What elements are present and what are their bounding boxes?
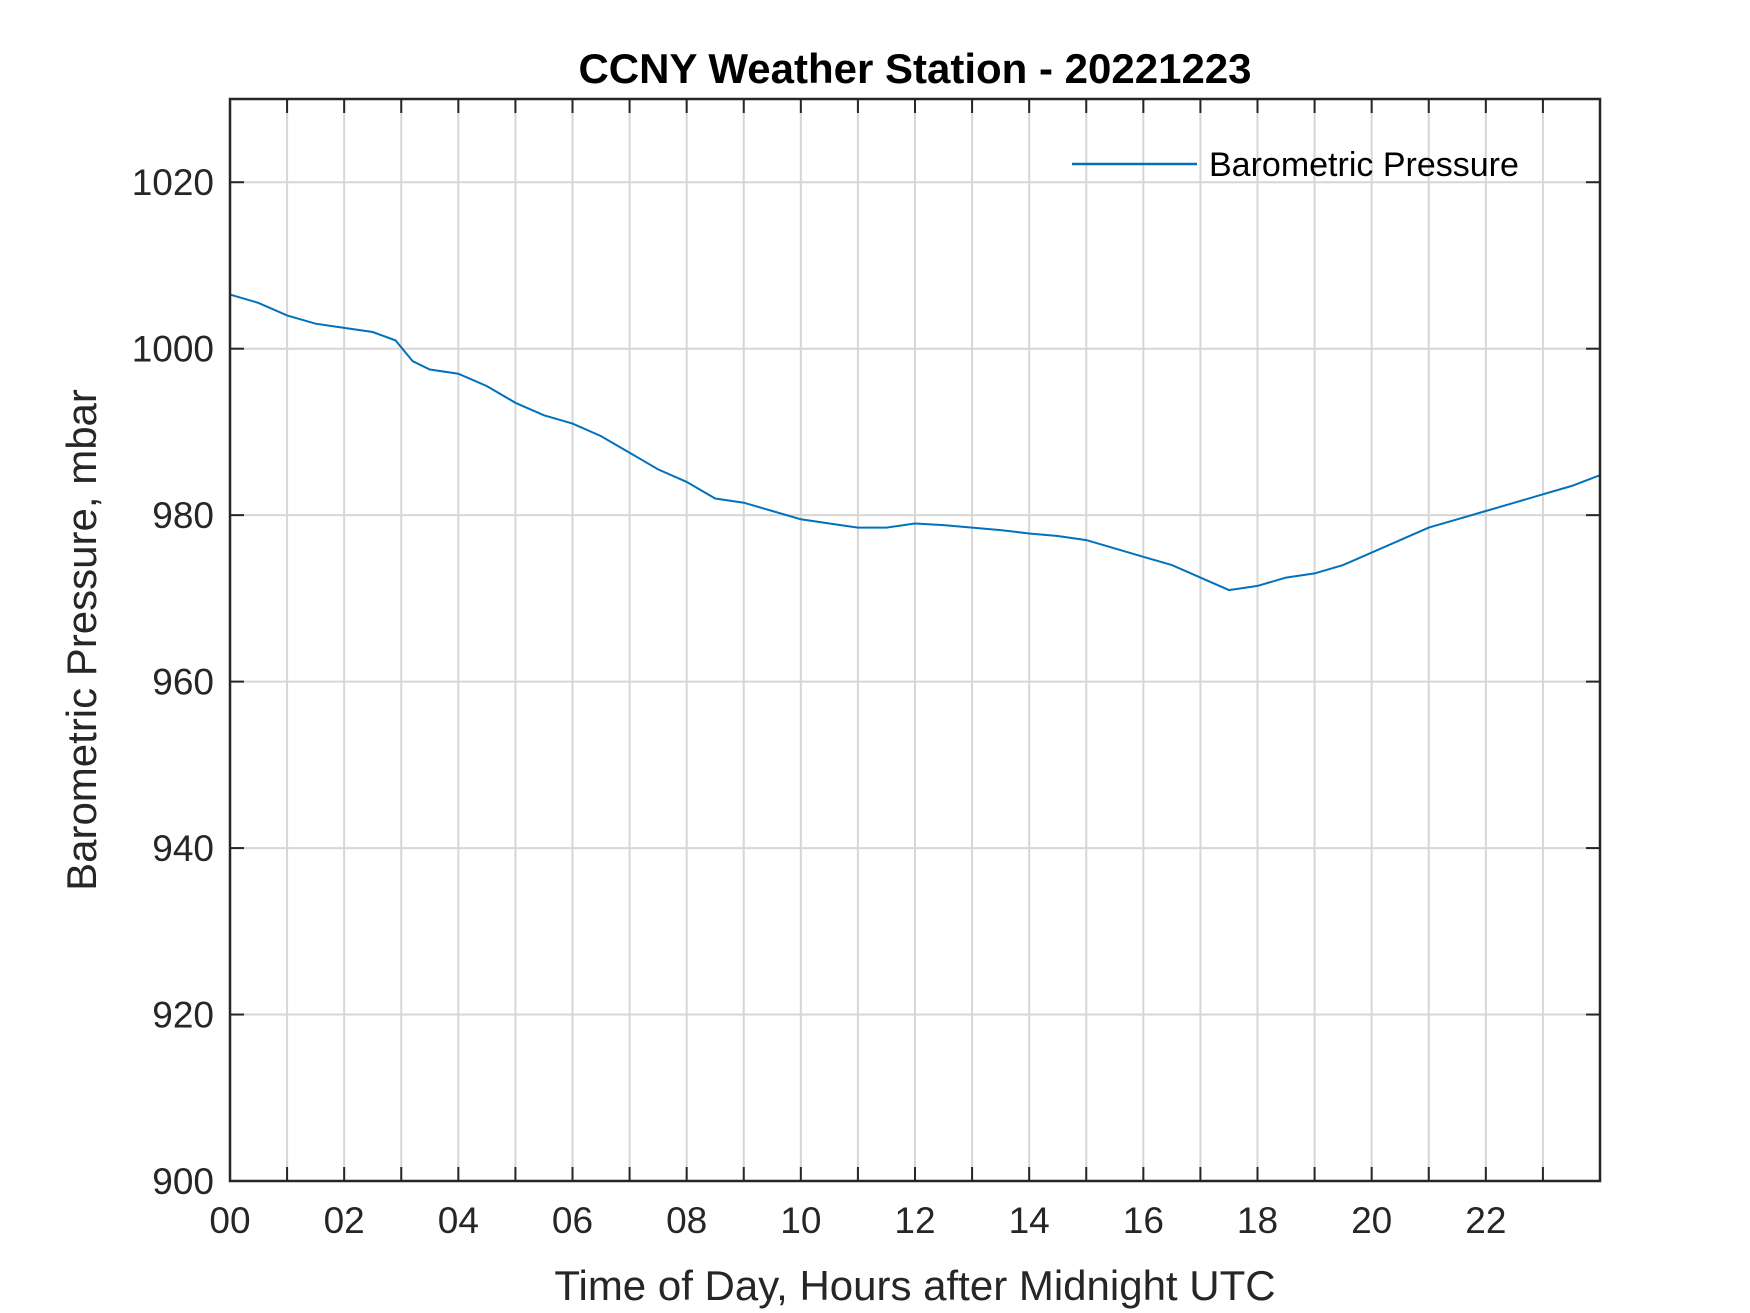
x-tick-label: 02 xyxy=(324,1200,365,1241)
x-tick-label: 06 xyxy=(552,1200,593,1241)
x-axis-title: Time of Day, Hours after Midnight UTC xyxy=(554,1262,1275,1309)
x-tick-label: 12 xyxy=(894,1200,935,1241)
y-tick-label: 960 xyxy=(152,662,214,703)
x-tick-label: 14 xyxy=(1009,1200,1050,1241)
x-tick-label: 04 xyxy=(438,1200,479,1241)
y-tick-labels: 900 920 940 960 980 1000 1020 xyxy=(132,162,214,1202)
x-tick-label: 18 xyxy=(1237,1200,1278,1241)
y-tick-label: 900 xyxy=(152,1161,214,1202)
chart-title: CCNY Weather Station - 20221223 xyxy=(578,45,1251,92)
y-tick-label: 980 xyxy=(152,495,214,536)
y-tick-label: 1020 xyxy=(132,162,214,203)
y-tick-label: 940 xyxy=(152,828,214,869)
plot-frame xyxy=(228,97,1602,1183)
series-line-barometric-pressure xyxy=(229,293,1601,592)
legend: Barometric Pressure xyxy=(1072,146,1519,184)
grid xyxy=(230,99,1600,1182)
x-tick-label: 08 xyxy=(666,1200,707,1241)
y-tick-label: 1000 xyxy=(132,329,214,370)
x-tick-label: 00 xyxy=(209,1200,250,1241)
x-tick-label: 20 xyxy=(1351,1200,1392,1241)
y-axis-title: Barometric Pressure, mbar xyxy=(58,389,105,891)
x-tick-label: 16 xyxy=(1123,1200,1164,1241)
x-tick-label: 10 xyxy=(780,1200,821,1241)
y-tick-label: 920 xyxy=(152,995,214,1036)
x-tick-label: 22 xyxy=(1465,1200,1506,1241)
x-tick-labels: 00 02 04 06 08 10 12 14 16 18 20 22 xyxy=(209,1200,1506,1241)
legend-label: Barometric Pressure xyxy=(1209,146,1519,184)
